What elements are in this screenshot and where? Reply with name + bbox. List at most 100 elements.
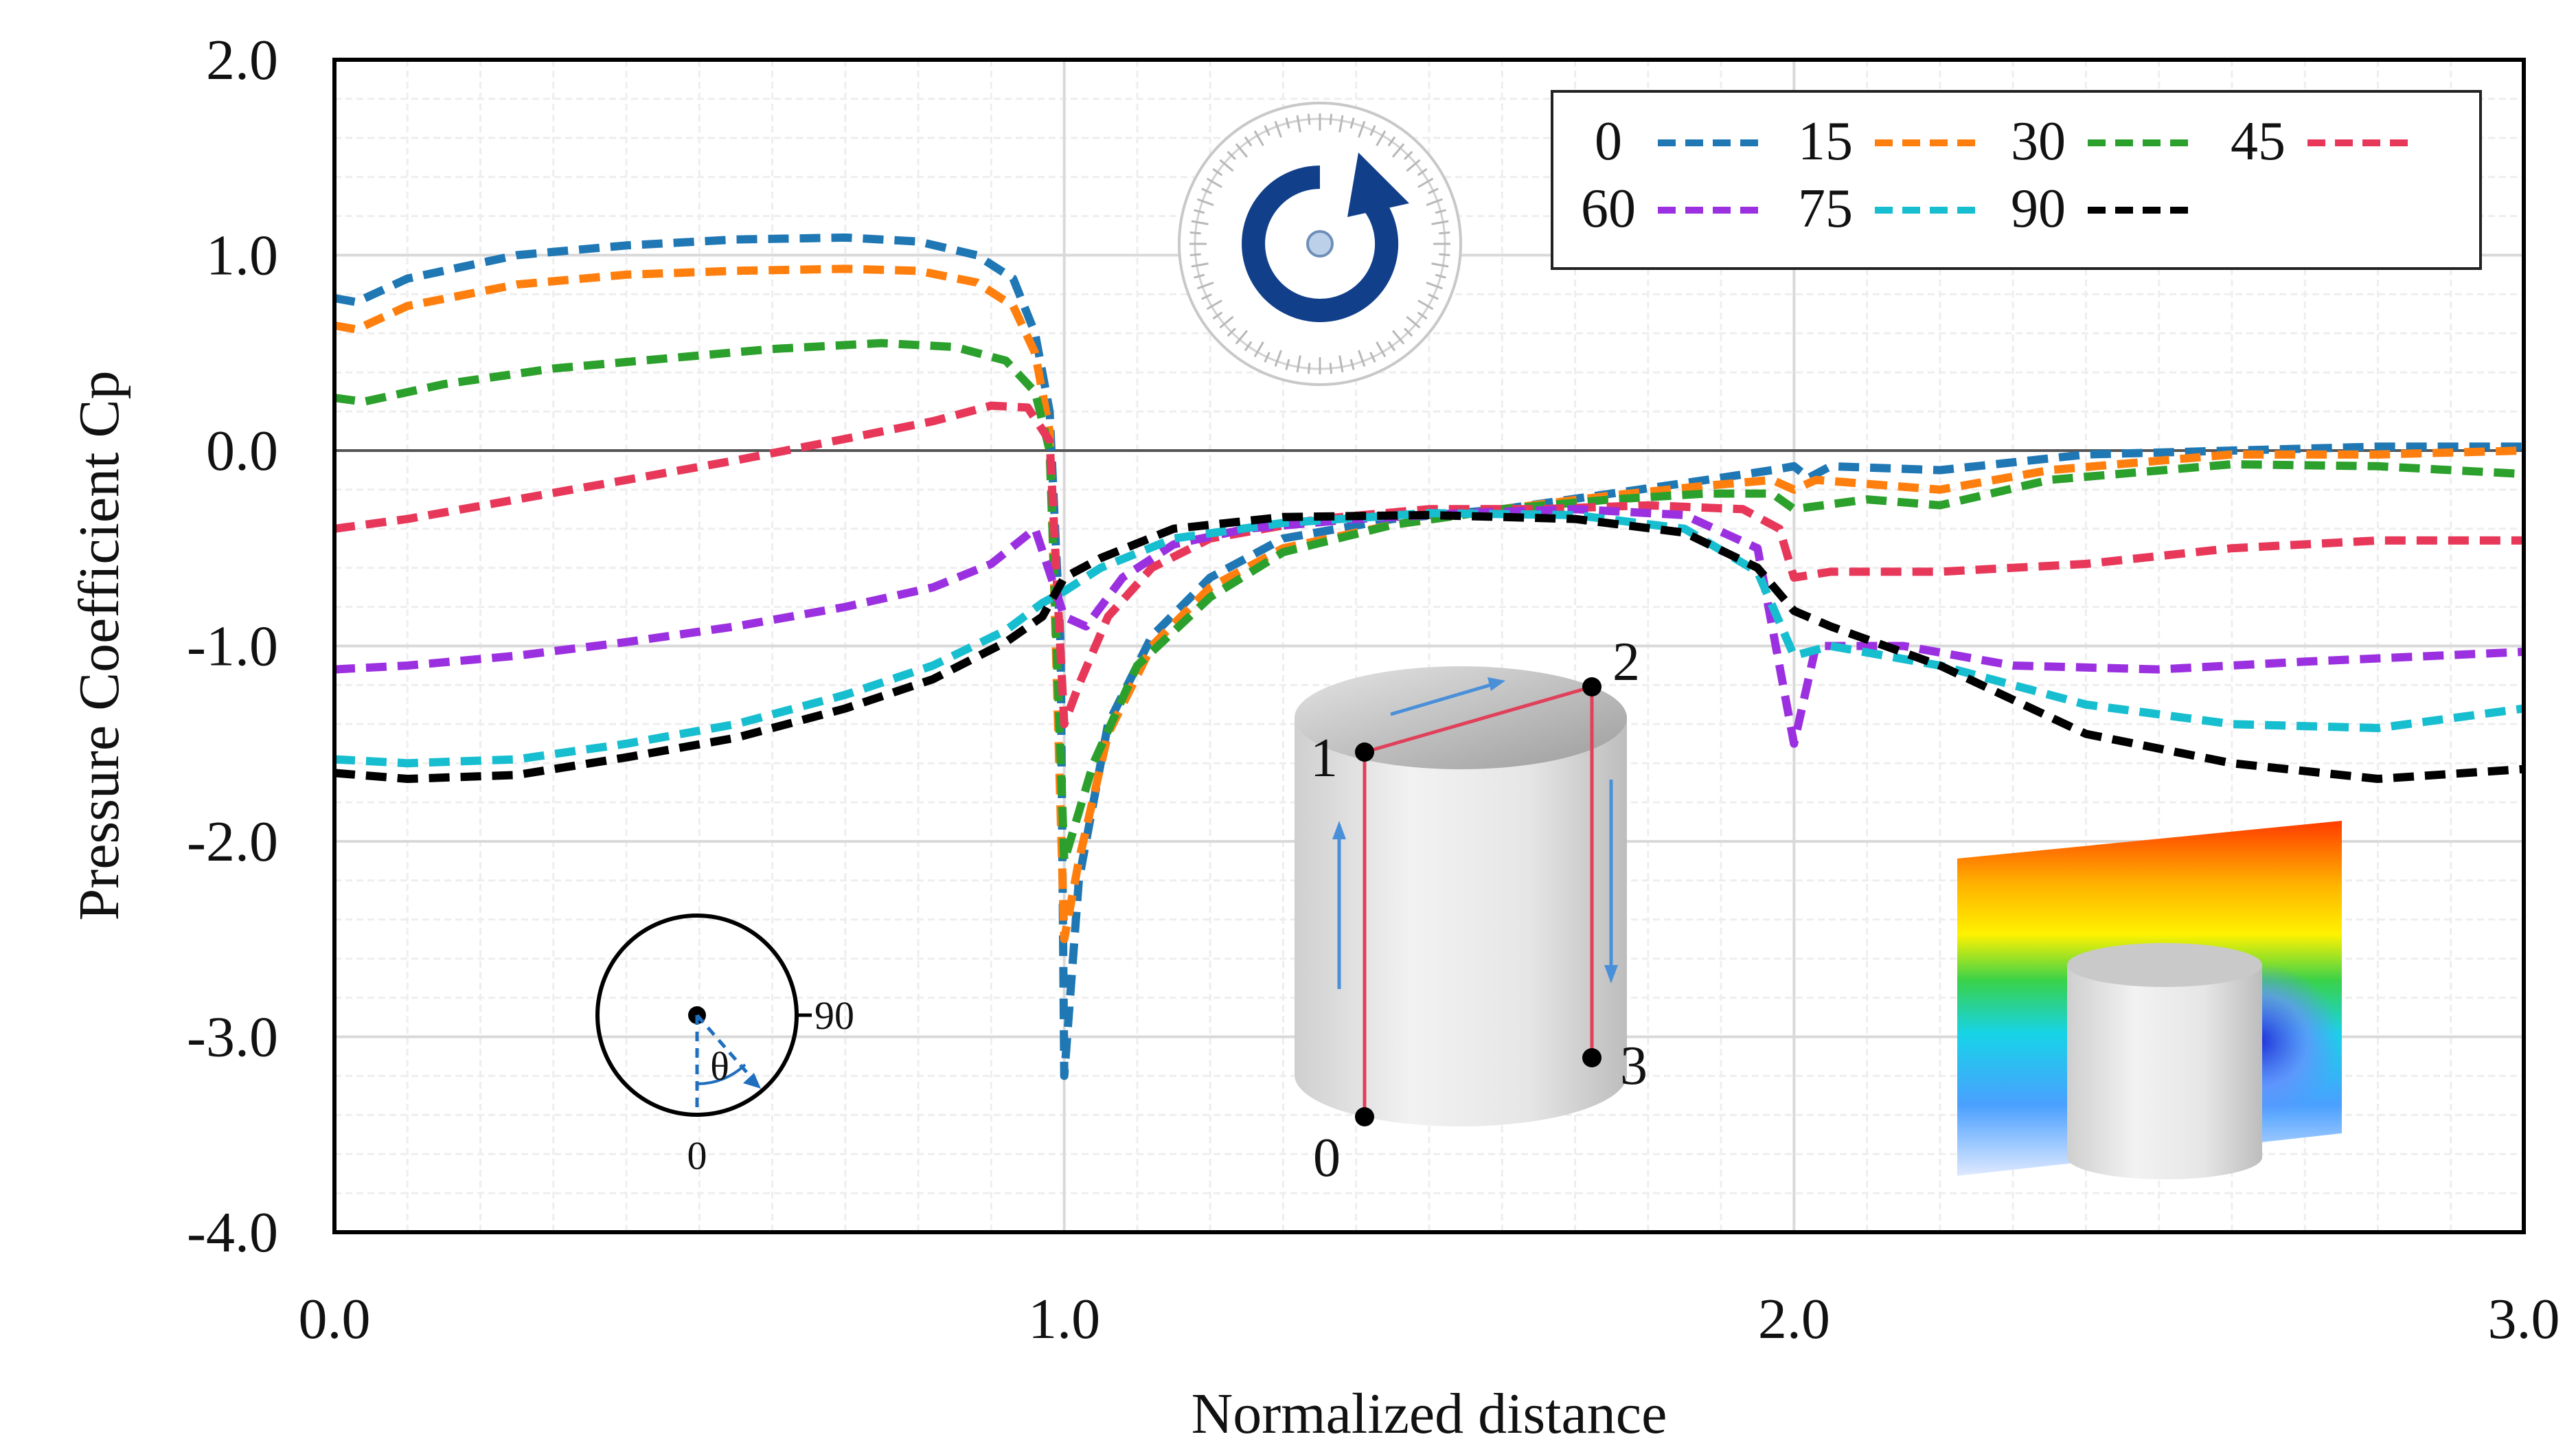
compass-tick	[1387, 341, 1396, 352]
compass-tick	[1235, 143, 1249, 158]
pressure-field-inset	[1957, 821, 2342, 1179]
path-arrow-up-icon	[1332, 821, 1346, 839]
y-tick-labels: 2.0 1.0 0.0 -1.0 -2.0 -3.0 -4.0	[187, 28, 278, 1264]
legend-items: 0 15 30 45 60 75 90	[1581, 111, 2417, 239]
compass-tick	[1285, 359, 1290, 370]
rotate-arrow-head-icon	[1347, 152, 1409, 217]
legend-label-0: 0	[1595, 111, 1622, 172]
path-label-1: 1	[1310, 728, 1338, 789]
compass-tick	[1369, 125, 1376, 136]
rotate-arrow-icon	[1242, 166, 1399, 322]
cylinder-body	[1295, 718, 1627, 1126]
angle-definition-inset: 90 0 θ	[595, 914, 854, 1178]
compass-tick	[1253, 341, 1264, 358]
compass-tick	[1403, 327, 1413, 337]
compass-tick	[1391, 330, 1405, 345]
angle-inset-label-0: 0	[687, 1133, 707, 1178]
path-segment-1-2	[1364, 685, 1593, 754]
compass-tick	[1219, 159, 1234, 172]
path-arrow-right	[1390, 681, 1496, 716]
legend-label-60: 60	[1581, 179, 1636, 239]
compass-tick	[1212, 168, 1223, 177]
plot-frame	[332, 58, 2526, 1234]
compass-tick	[1439, 253, 1450, 257]
compass-tick	[1194, 209, 1205, 214]
y-tick-label: -4.0	[187, 1201, 278, 1264]
compass-tick	[1431, 262, 1449, 268]
path-point-0	[1355, 1107, 1374, 1126]
cylinder-path-inset: 1 2 3 0	[1295, 632, 1648, 1188]
compass-tick	[1417, 311, 1428, 320]
compass-tick	[1349, 117, 1355, 129]
path-point-1	[1355, 742, 1374, 762]
rotation-compass-inset	[1178, 102, 1462, 386]
compass-tick	[1206, 177, 1222, 188]
compass-tick	[1435, 273, 1446, 279]
compass-tick	[1219, 315, 1234, 329]
compass-tick	[1235, 330, 1249, 345]
compass-tick	[1431, 220, 1449, 225]
legend: 0 15 30 45 60 75 90	[1551, 90, 2482, 270]
path-arrow-down-icon	[1604, 965, 1618, 984]
compass-tick	[1244, 136, 1253, 147]
legend-label-45: 45	[2231, 111, 2286, 172]
x-tick-label: 3.0	[2488, 1287, 2560, 1351]
compass-tick	[1189, 253, 1201, 257]
angle-inset-arc	[696, 1063, 746, 1086]
compass-tick	[1403, 150, 1413, 161]
x-tick-label: 2.0	[1758, 1287, 1830, 1351]
compass-tick	[1329, 363, 1333, 374]
field-cylinder-body	[2067, 965, 2262, 1179]
field-cylinder-top	[2067, 943, 2262, 987]
compass-tick	[1358, 350, 1366, 367]
angle-inset-theta: θ	[710, 1044, 729, 1089]
legend-label-15: 15	[1798, 111, 1853, 172]
x-axis-title: Normalized distance	[1192, 1382, 1667, 1446]
compass-tick	[1417, 168, 1428, 177]
x-tick-labels: 0.0 1.0 2.0 3.0	[299, 1287, 2560, 1351]
path-point-3	[1582, 1048, 1602, 1067]
compass-tick	[1338, 355, 1344, 373]
series-layer	[333, 233, 2524, 1080]
compass-tick	[1212, 311, 1223, 320]
y-tick-label: -2.0	[187, 810, 278, 874]
compass-tick	[1189, 231, 1201, 235]
compass-tick	[1338, 115, 1344, 133]
compass-tick	[1428, 293, 1439, 300]
compass-tick	[1274, 350, 1282, 367]
series-line-75	[334, 509, 2524, 768]
path-arrow-right-icon	[1488, 677, 1505, 691]
legend-label-75: 75	[1798, 179, 1853, 239]
angle-inset-label-90: 90	[814, 993, 854, 1038]
angle-inset-arrow-icon	[743, 1073, 761, 1089]
compass-tick	[1201, 293, 1212, 300]
path-point-2	[1582, 677, 1602, 696]
compass-tick	[1307, 363, 1311, 374]
compass-tick	[1426, 282, 1444, 290]
compass-tick	[1227, 150, 1237, 161]
cylinder-top	[1295, 666, 1627, 769]
compass-tick	[1428, 188, 1439, 194]
path-label-2: 2	[1612, 632, 1640, 692]
legend-label-30: 30	[2011, 111, 2066, 172]
compass-tick	[1264, 125, 1270, 136]
legend-label-90: 90	[2011, 179, 2066, 239]
y-tick-label: -3.0	[187, 1006, 278, 1069]
compass-tick	[1376, 341, 1387, 358]
compass-tick	[1358, 120, 1366, 138]
series-line-45	[334, 401, 2524, 729]
compass-tick	[1296, 355, 1301, 373]
compass-tick	[1329, 113, 1333, 125]
compass-tick	[1264, 352, 1270, 363]
compass-tick	[1406, 159, 1421, 172]
compass-tick	[1196, 198, 1214, 206]
compass-tick	[1426, 198, 1444, 206]
compass-tick	[1227, 327, 1237, 337]
compass-tick	[1206, 299, 1222, 310]
compass-tick	[1307, 113, 1311, 125]
series-line-90	[334, 510, 2524, 783]
y-tick-label: 0.0	[206, 419, 278, 483]
compass-tick	[1191, 220, 1209, 225]
y-tick-label: -1.0	[187, 615, 278, 679]
